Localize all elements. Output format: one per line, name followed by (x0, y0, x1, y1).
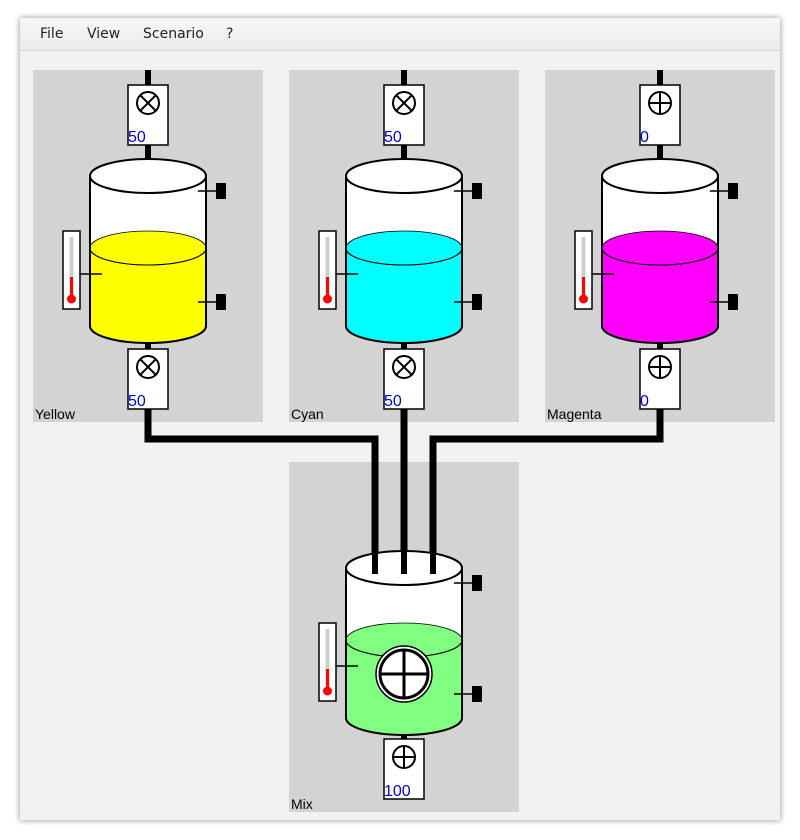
menu-scenario[interactable]: Scenario (143, 26, 204, 42)
pipe-magenta-to-mix (429, 408, 664, 572)
level-sensor-high (472, 183, 482, 199)
tank-cyan-liquid (346, 231, 462, 343)
inlet-valve-magenta-value: 0 (640, 129, 649, 146)
tank-yellow (62, 158, 226, 344)
outlet-valve-magenta[interactable]: 0 (639, 348, 681, 410)
mixer-icon[interactable] (375, 645, 433, 703)
level-sensor-low (216, 294, 226, 310)
menu-file[interactable]: File (40, 26, 64, 42)
outlet-valve-cyan-value: 50 (384, 393, 402, 410)
outlet-valve-yellow-value: 50 (128, 393, 146, 410)
tank-magenta-liquid (602, 231, 718, 343)
inlet-valve-cyan[interactable]: 50 (383, 84, 425, 146)
outlet-valve-cyan[interactable]: 50 (383, 348, 425, 410)
menu-help[interactable]: ? (226, 26, 234, 42)
inlet-valve-yellow[interactable]: 50 (127, 84, 169, 146)
menu-bar: File View Scenario ? (20, 18, 780, 51)
level-sensor-low (472, 294, 482, 310)
label-mix: Mix (291, 796, 313, 812)
level-sensor-low (728, 294, 738, 310)
inlet-valve-cyan-value: 50 (384, 129, 402, 146)
outlet-valve-magenta-value: 0 (640, 393, 649, 410)
thermometer-icon (318, 622, 337, 702)
tank-yellow-liquid (90, 231, 206, 343)
tank-magenta (574, 158, 738, 344)
level-sensor-high (728, 183, 738, 199)
pipe-yellow-to-mix (144, 408, 379, 572)
level-sensor-high (472, 575, 482, 591)
outlet-valve-mix-value: 100 (384, 783, 411, 800)
thermometer-icon (62, 230, 81, 310)
label-cyan: Cyan (291, 406, 324, 422)
thermometer-icon (574, 230, 593, 310)
label-yellow: Yellow (35, 406, 76, 422)
outlet-valve-mix[interactable]: 100 (383, 738, 425, 800)
outlet-valve-yellow[interactable]: 50 (127, 348, 169, 410)
inlet-valve-magenta[interactable]: 0 (639, 84, 681, 146)
thermometer-icon (318, 230, 337, 310)
inlet-valve-yellow-value: 50 (128, 129, 146, 146)
level-sensor-high (216, 183, 226, 199)
level-sensor-low (472, 686, 482, 702)
label-magenta: Magenta (547, 406, 602, 422)
tank-cyan (318, 158, 482, 344)
menu-view[interactable]: View (87, 26, 121, 42)
